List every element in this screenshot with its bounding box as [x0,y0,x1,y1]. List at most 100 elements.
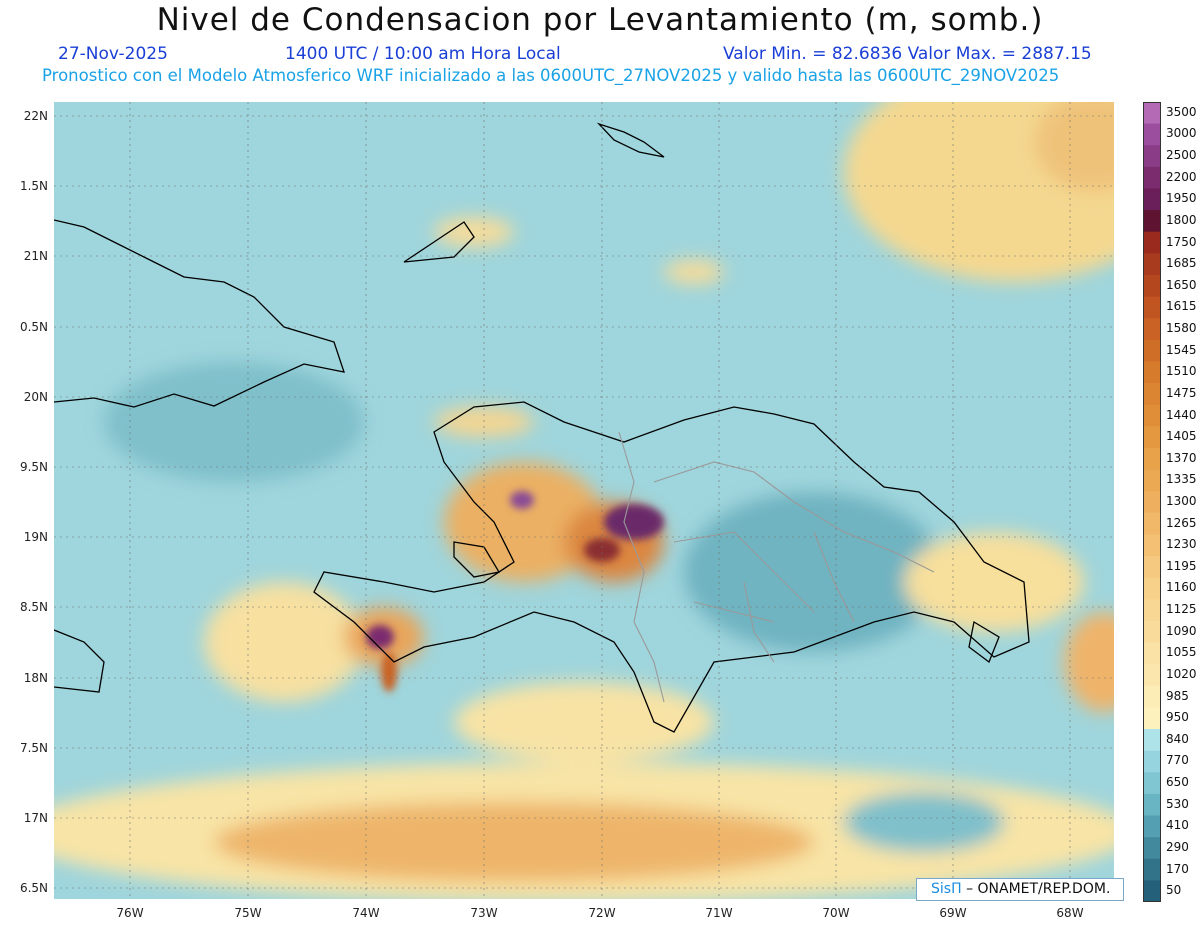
lon-label: 72W [588,906,616,920]
legend-swatch [1143,534,1161,557]
legend-swatch [1143,231,1161,254]
sispi-logo: SisΠ [931,881,962,897]
legend-level-label: 650 [1166,775,1189,790]
legend-level-label: 410 [1166,818,1189,833]
legend-swatch [1143,426,1161,449]
legend-level-label: 1370 [1166,450,1197,465]
legend-swatch [1143,166,1161,189]
legend-swatch [1143,491,1161,514]
legend-swatch [1143,145,1161,168]
legend-swatch [1143,664,1161,687]
legend-level-label: 290 [1166,839,1189,854]
lon-label: 73W [470,906,498,920]
graticule [54,102,1114,899]
legend-level-label: 985 [1166,688,1189,703]
legend-swatch [1143,577,1161,600]
legend-swatch [1143,361,1161,384]
legend-swatch [1143,815,1161,838]
legend-level-label: 50 [1166,883,1182,898]
legend-level-label: 1055 [1166,645,1197,660]
legend-level-label: 1475 [1166,385,1197,400]
lat-label: 6.5N [19,881,48,895]
lat-label: 22N [23,109,48,123]
legend-swatch [1143,707,1161,730]
legend-level-label: 840 [1166,731,1189,746]
credit-text: – ONAMET/REP.DOM. [966,881,1111,897]
legend-level-label: 3500 [1166,104,1197,119]
lat-label: 0.5N [19,320,48,334]
legend-level-label: 1020 [1166,666,1197,681]
legend-swatch [1143,642,1161,665]
legend-level-label: 1750 [1166,234,1197,249]
min-max-label: Valor Min. = 82.6836 Valor Max. = 2887.1… [723,44,1092,64]
legend-level-label: 1545 [1166,342,1197,357]
legend-swatch [1143,620,1161,644]
peak-layer [366,491,664,692]
lat-label: 21N [23,249,48,263]
legend-swatch [1143,253,1161,276]
credit-badge: SisΠ – ONAMET/REP.DOM. [916,878,1124,901]
coastlines [54,122,1030,733]
legend-swatch [1143,599,1161,622]
legend-level-label: 1300 [1166,494,1197,508]
lon-label: 70W [822,906,850,920]
map-title: Nivel de Condensacion por Levantamiento … [156,2,1044,38]
lat-label: 17N [23,811,48,825]
legend-swatch [1143,858,1161,881]
legend-swatch [1143,880,1161,902]
legend-level-label: 2500 [1166,148,1197,163]
legend-level-label: 170 [1166,861,1189,876]
legend-level-label: 950 [1166,710,1189,725]
lon-label: 76W [116,906,144,920]
legend-level-label: 1800 [1166,212,1197,227]
color-scale-legend [1143,102,1161,902]
legend-level-label: 1335 [1166,472,1197,487]
legend-swatch [1143,274,1161,298]
legend-swatch [1143,793,1161,817]
lon-label: 69W [939,906,967,920]
legend-level-label: 3000 [1166,126,1197,141]
legend-swatch [1143,383,1161,406]
legend-level-label: 1510 [1166,364,1197,379]
lat-label: 20N [23,390,48,404]
legend-swatch [1143,556,1161,579]
legend-swatch [1143,296,1161,319]
forecast-label: Pronostico con el Modelo Atmosferico WRF… [42,66,1060,85]
legend-level-label: 1405 [1166,429,1197,444]
legend-level-label: 1440 [1166,407,1197,422]
legend-swatch [1143,469,1161,492]
legend-level-label: 1230 [1166,537,1197,552]
lon-label: 68W [1056,906,1084,920]
legend-swatch [1143,772,1161,795]
legend-swatch [1143,339,1161,362]
lat-label: 8.5N [19,600,48,614]
legend-level-label: 1090 [1166,623,1197,638]
condensation-map [54,102,1114,899]
legend-level-label: 1685 [1166,256,1197,271]
lat-label: 1.5N [19,179,48,193]
legend-level-label: 1160 [1166,580,1197,595]
legend-level-label: 1650 [1166,277,1197,292]
legend-swatch [1143,404,1161,427]
legend-frame [1143,102,1161,902]
legend-level-label: 1125 [1166,602,1197,617]
legend-swatch [1143,447,1161,471]
lon-label: 74W [352,906,380,920]
legend-level-label: 1950 [1166,191,1197,206]
legend-swatch [1143,123,1161,146]
province-borders [618,431,935,703]
lon-label: 71W [705,906,733,920]
lat-label: 19N [23,530,48,544]
legend-level-label: 530 [1166,796,1189,811]
lon-label: 75W [234,906,262,920]
legend-level-label: 1265 [1166,515,1197,530]
legend-swatch [1143,685,1161,708]
lat-label: 9.5N [19,460,48,474]
legend-swatch [1143,210,1161,233]
legend-swatch [1143,729,1161,752]
legend-level-label: 770 [1166,753,1189,768]
legend-swatch [1143,837,1161,860]
legend-level-label: 1615 [1166,299,1197,314]
legend-swatch [1143,750,1161,773]
legend-level-label: 2200 [1166,169,1197,184]
